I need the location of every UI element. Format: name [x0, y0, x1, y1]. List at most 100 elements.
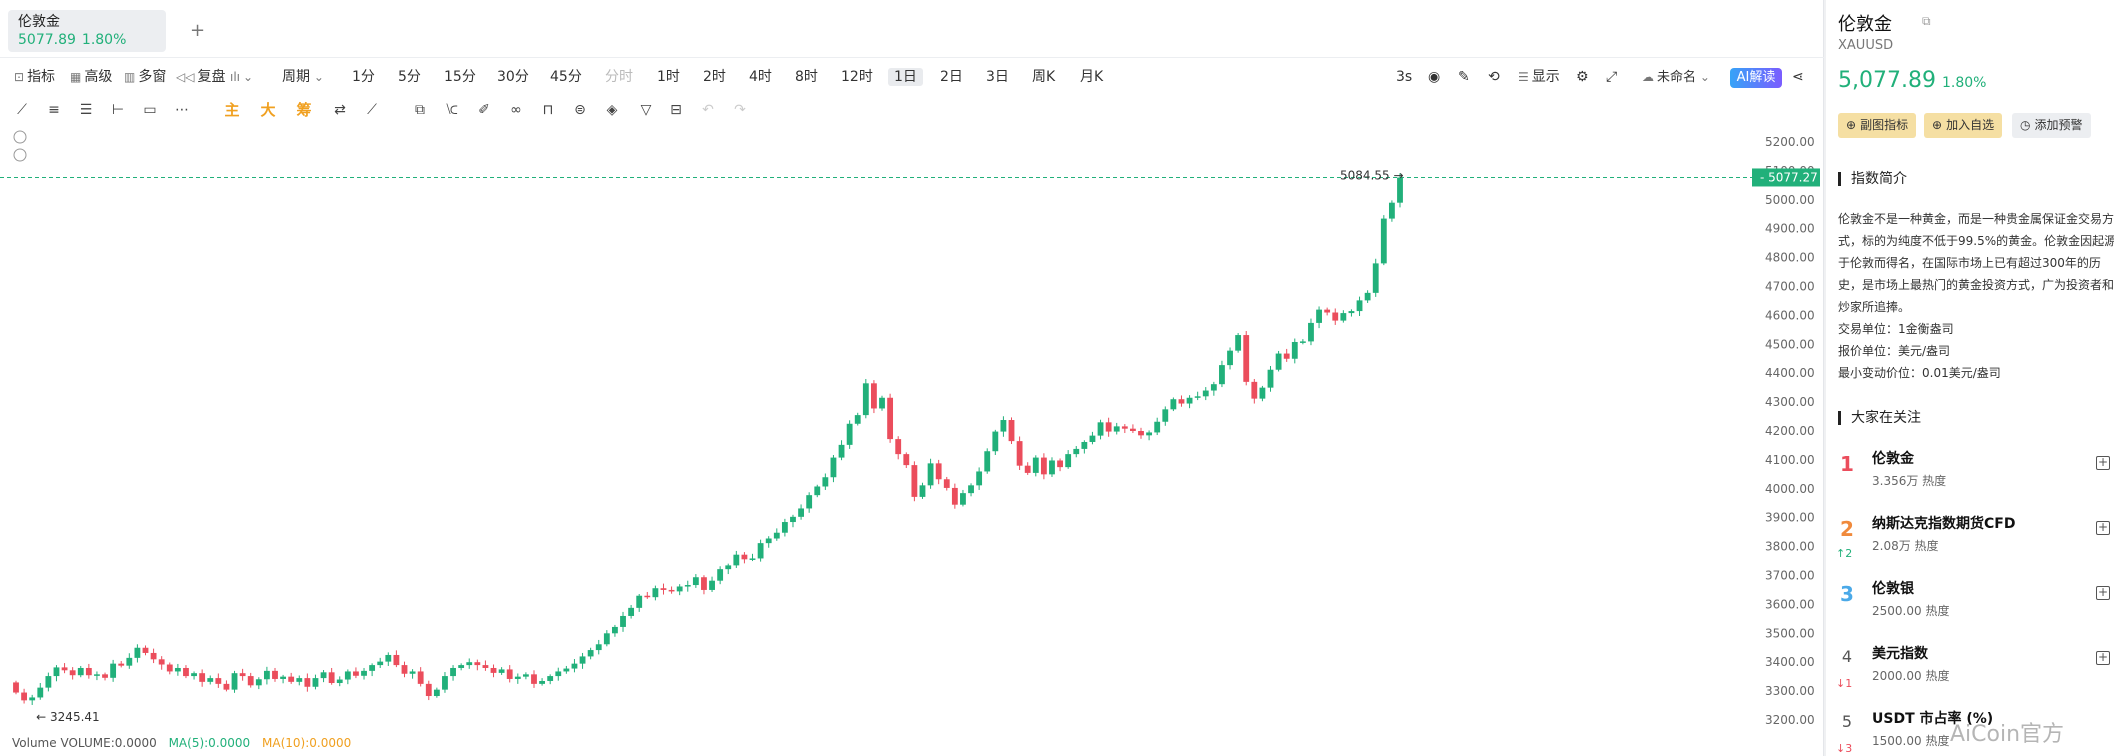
hot-item[interactable]: 5 ↓3 USDT 市占率 (%) 1500.00 热度	[1836, 704, 2114, 756]
lock-icon[interactable]: ⊓	[542, 102, 554, 118]
hot-item[interactable]: 1 伦敦金 3.356万 热度 +	[1838, 444, 2114, 500]
volume-value: VOLUME:0.0000	[60, 736, 157, 750]
edit-icon[interactable]: ✎	[1458, 69, 1470, 85]
channel-tool-icon[interactable]: ☰	[79, 102, 93, 118]
y-tick-label: 4400.00	[1765, 366, 1815, 380]
refresh-interval[interactable]: 3s	[1396, 69, 1413, 85]
tab-london-gold[interactable]: 伦敦金 5077.89 1.80%	[8, 10, 166, 52]
period-1d[interactable]: 1日	[888, 68, 923, 86]
candle-body	[1089, 435, 1096, 442]
settings-icon[interactable]: ⚙	[1576, 69, 1589, 85]
period-2d[interactable]: 2日	[940, 69, 963, 85]
list-icon: ☰	[1518, 70, 1529, 84]
undo-icon[interactable]: ↶	[702, 102, 714, 118]
grid-icon: ▦	[70, 70, 82, 84]
add-tab-icon[interactable]: +	[190, 20, 206, 41]
candle-body	[1065, 454, 1072, 468]
candle-body	[514, 676, 521, 679]
add-icon[interactable]: +	[2096, 455, 2110, 470]
camera-icon[interactable]: ◉	[1428, 69, 1441, 85]
add-icon[interactable]: +	[2096, 520, 2110, 535]
hot-item[interactable]: 4 ↓1 美元指数 2000.00 热度 +	[1836, 639, 2114, 695]
chart-type-button[interactable]: ılı ⌄	[230, 68, 256, 86]
trash-icon[interactable]: ⊟	[670, 102, 682, 118]
period-1h[interactable]: 1时	[657, 69, 680, 85]
candle-body	[263, 670, 270, 680]
period-12h[interactable]: 12时	[841, 69, 873, 85]
main-indicator-button[interactable]: 主	[224, 101, 240, 119]
candle-body	[547, 676, 554, 681]
layers-icon[interactable]: ◈	[606, 102, 618, 118]
rectangle-tool-icon[interactable]: ▭	[143, 102, 157, 118]
multi-window-button[interactable]: ▥ 多窗	[124, 69, 167, 85]
period-week[interactable]: 周K	[1032, 69, 1056, 85]
candle-body	[150, 652, 157, 660]
y-tick-label: 3900.00	[1765, 511, 1815, 525]
trade-unit: 交易单位：1金衡盎司	[1838, 322, 1954, 336]
indicators-button[interactable]: ⊡ 指标	[14, 69, 56, 85]
candle-body	[53, 667, 60, 677]
period-4h[interactable]: 4时	[749, 69, 772, 85]
horizontal-line-tool-icon[interactable]: ⊢	[111, 102, 125, 118]
share-icon[interactable]: ⋖	[1792, 69, 1804, 85]
redo-icon[interactable]: ↷	[734, 102, 746, 118]
sub-indicator-button[interactable]: ⊕ 副图指标	[1838, 113, 1917, 138]
candle-body	[976, 471, 983, 486]
ruler-icon[interactable]: ⟈	[446, 102, 458, 118]
candle-body	[183, 667, 189, 677]
period-5m[interactable]: 5分	[398, 69, 421, 85]
filter-icon[interactable]: ▽	[640, 102, 652, 118]
period-3d[interactable]: 3日	[986, 69, 1009, 85]
drawing-toolbar: ⟋ ≡ ☰ ⊢ ▭ ⋯ 主 大 筹 ⇄ ⟋ ⧉ ⟈ ✐ ∞ ⊓ ⊜ ◈ ▽ ⊟ …	[0, 96, 1824, 126]
candle-body	[1243, 335, 1250, 382]
big-order-button[interactable]: 大	[260, 101, 276, 119]
period-8h[interactable]: 8时	[795, 69, 818, 85]
cloud-icon: ☁	[1642, 70, 1654, 84]
copy-icon[interactable]: ⧉	[415, 102, 425, 118]
hot-name: USDT 市占率 (%)	[1872, 711, 1994, 727]
advanced-button[interactable]: ▦ 高级	[70, 69, 113, 85]
candlestick-chart[interactable]: 3200.00 3300.00 3400.00 3500.00 3600.00 3700.…	[0, 125, 1824, 755]
period-2h[interactable]: 2时	[703, 69, 726, 85]
chip-distribution-button[interactable]: 筹	[296, 101, 312, 119]
layout-dropdown[interactable]: ☁ 未命名 ⌄	[1642, 70, 1710, 85]
add-alert-button[interactable]: ◷ 添加预警	[2012, 113, 2091, 138]
add-watchlist-button[interactable]: ⊕ 加入自选	[1924, 113, 2003, 138]
hot-rank: 2	[1840, 517, 1854, 541]
high-price-label: 5084.55 →	[1340, 168, 1404, 182]
period-30m[interactable]: 30分	[497, 69, 529, 85]
binoculars-icon[interactable]: ∞	[510, 102, 522, 118]
period-1m[interactable]: 1分	[352, 69, 375, 85]
replay-button[interactable]: ◁◁ 复盘	[176, 69, 226, 85]
link-icon[interactable]: ⟲	[1488, 69, 1500, 85]
copy-icon[interactable]: ⧉	[1922, 14, 1931, 28]
candle-body	[838, 444, 845, 458]
more-tools-icon[interactable]: ⋯	[175, 102, 189, 118]
candle-body	[595, 644, 602, 651]
clock-icon: ◷	[2020, 118, 2031, 132]
parallel-lines-tool-icon[interactable]: ≡	[48, 102, 60, 118]
pen-ruler-icon[interactable]: ⟋	[367, 102, 377, 118]
add-icon[interactable]: +	[2096, 585, 2110, 600]
candle-body	[1332, 312, 1339, 321]
ai-interpret-button[interactable]: AI解读	[1730, 68, 1782, 88]
sync-icon[interactable]: ⇄	[334, 102, 346, 118]
period-month[interactable]: 月K	[1080, 69, 1104, 85]
hot-item[interactable]: 3 伦敦银 2500.00 热度 +	[1838, 574, 2114, 630]
add-icon[interactable]: +	[2096, 650, 2110, 665]
period-15m[interactable]: 15分	[444, 69, 476, 85]
brush-icon[interactable]: ✐	[478, 102, 490, 118]
candle-body	[1348, 311, 1355, 314]
fullscreen-icon[interactable]: ⤢	[1606, 69, 1618, 85]
display-button[interactable]: ☰ 显示	[1518, 69, 1560, 85]
period-timeline[interactable]: 分时	[605, 69, 633, 85]
trendline-tool-icon[interactable]: ⟋	[17, 102, 27, 118]
y-tick-label: 4900.00	[1765, 222, 1815, 236]
y-tick-label: 4200.00	[1765, 424, 1815, 438]
hot-item[interactable]: 2 ↑2 纳斯达克指数期货CFD 2.08万 热度 +	[1836, 509, 2114, 565]
chevron-down-icon: ⌄	[1696, 70, 1710, 84]
period-dropdown[interactable]: 周期 ⌄	[282, 69, 324, 85]
magnet-icon[interactable]: ⊜	[574, 102, 586, 118]
volume-label: Volume	[12, 736, 57, 750]
period-45m[interactable]: 45分	[550, 69, 582, 85]
